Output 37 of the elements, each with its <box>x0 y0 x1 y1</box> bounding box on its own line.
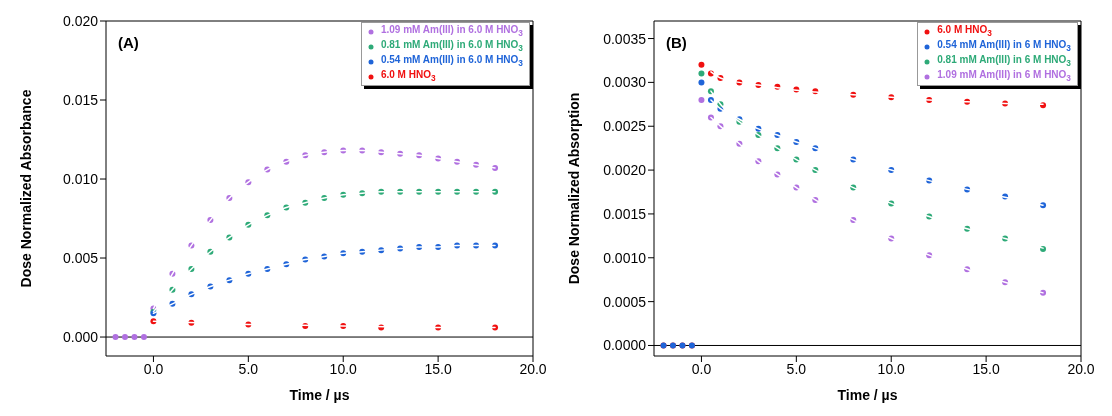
y-tick-label: 0.005 <box>62 250 99 266</box>
y-tick-label: 0.0010 <box>603 249 647 266</box>
y-tick-label: 0.0005 <box>603 293 647 310</box>
y-tick-label: 0.0015 <box>603 205 647 222</box>
y-tick-label: 0.000 <box>62 329 99 346</box>
x-tick-label: 0.0 <box>143 360 164 377</box>
x-tick-label: 20.0 <box>519 360 547 377</box>
text: 0.54 mM Am(III) in 6.0 M HNO$_{3}$ <box>380 54 523 69</box>
y-axis-title: Dose Normalized Absorbance <box>17 89 34 288</box>
y-tick-label: 0.0025 <box>603 118 647 135</box>
x-tick-label: 0.0 <box>691 360 712 377</box>
text: (B) <box>666 34 687 51</box>
y-tick-label: 0.0000 <box>603 337 647 354</box>
text: 6.0 M HNO$_{3}$ <box>380 69 436 84</box>
y-tick-label: 0.0020 <box>603 162 647 179</box>
text: 0.81 mM Am(III) in 6.0 M HNO$_{3}$ <box>380 39 523 54</box>
y-tick-label: 0.010 <box>62 170 99 187</box>
x-tick-label: 15.0 <box>424 360 452 377</box>
text: 6.0 M HNO$_{3}$ <box>937 24 992 39</box>
x-tick-label: 10.0 <box>877 360 906 377</box>
y-tick-label: 0.0035 <box>603 30 647 47</box>
text: 0.81 mM Am(III) in 6 M HNO$_{3}$ <box>937 54 1071 69</box>
x-tick-label: 5.0 <box>786 360 807 377</box>
text: 0.54 mM Am(III) in 6 M HNO$_{3}$ <box>937 39 1071 54</box>
x-axis-title: Time / µs <box>289 387 350 403</box>
y-tick-label: 0.0030 <box>603 74 647 91</box>
x-tick-label: 5.0 <box>238 360 259 377</box>
y-axis-title: Dose Normalized Absorption <box>565 92 582 285</box>
text: (A) <box>118 34 139 51</box>
x-tick-label: 15.0 <box>972 360 1000 377</box>
text: 1.09 mM Am(III) in 6.0 M HNO$_{3}$ <box>380 24 523 39</box>
x-tick-label: 20.0 <box>1067 360 1095 377</box>
y-tick-label: 0.020 <box>62 12 99 29</box>
x-tick-label: 10.0 <box>329 360 358 377</box>
text: 1.09 mM Am(III) in 6 M HNO$_{3}$ <box>937 69 1071 84</box>
x-axis-title: Time / µs <box>837 387 898 403</box>
y-tick-label: 0.015 <box>62 91 99 108</box>
